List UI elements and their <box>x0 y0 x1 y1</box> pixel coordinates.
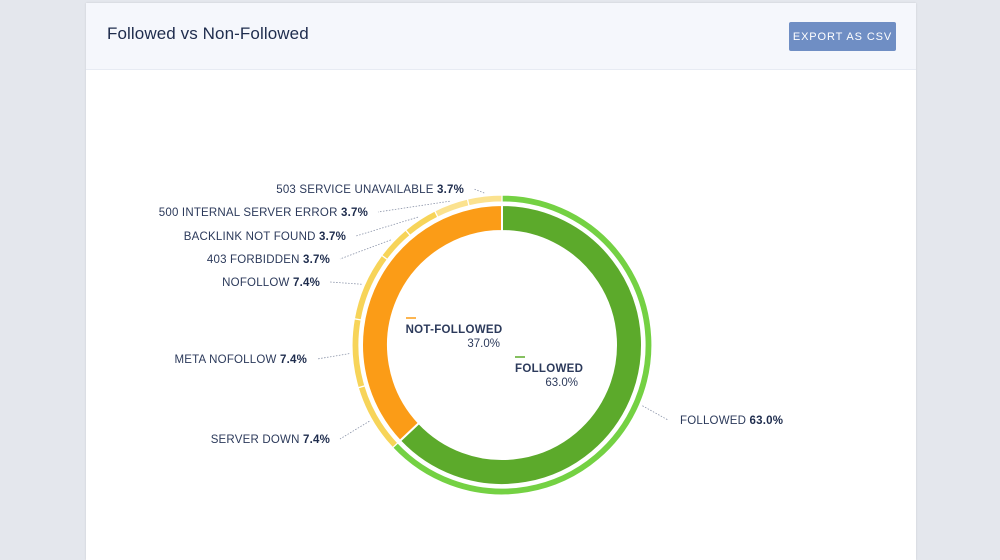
panel-header: Followed vs Non-Followed EXPORT AS CSV <box>86 3 916 70</box>
panel-title: Followed vs Non-Followed <box>107 24 309 43</box>
chart-panel: Followed vs Non-Followed EXPORT AS CSV <box>86 3 916 560</box>
export-csv-button[interactable]: EXPORT AS CSV <box>789 22 896 51</box>
